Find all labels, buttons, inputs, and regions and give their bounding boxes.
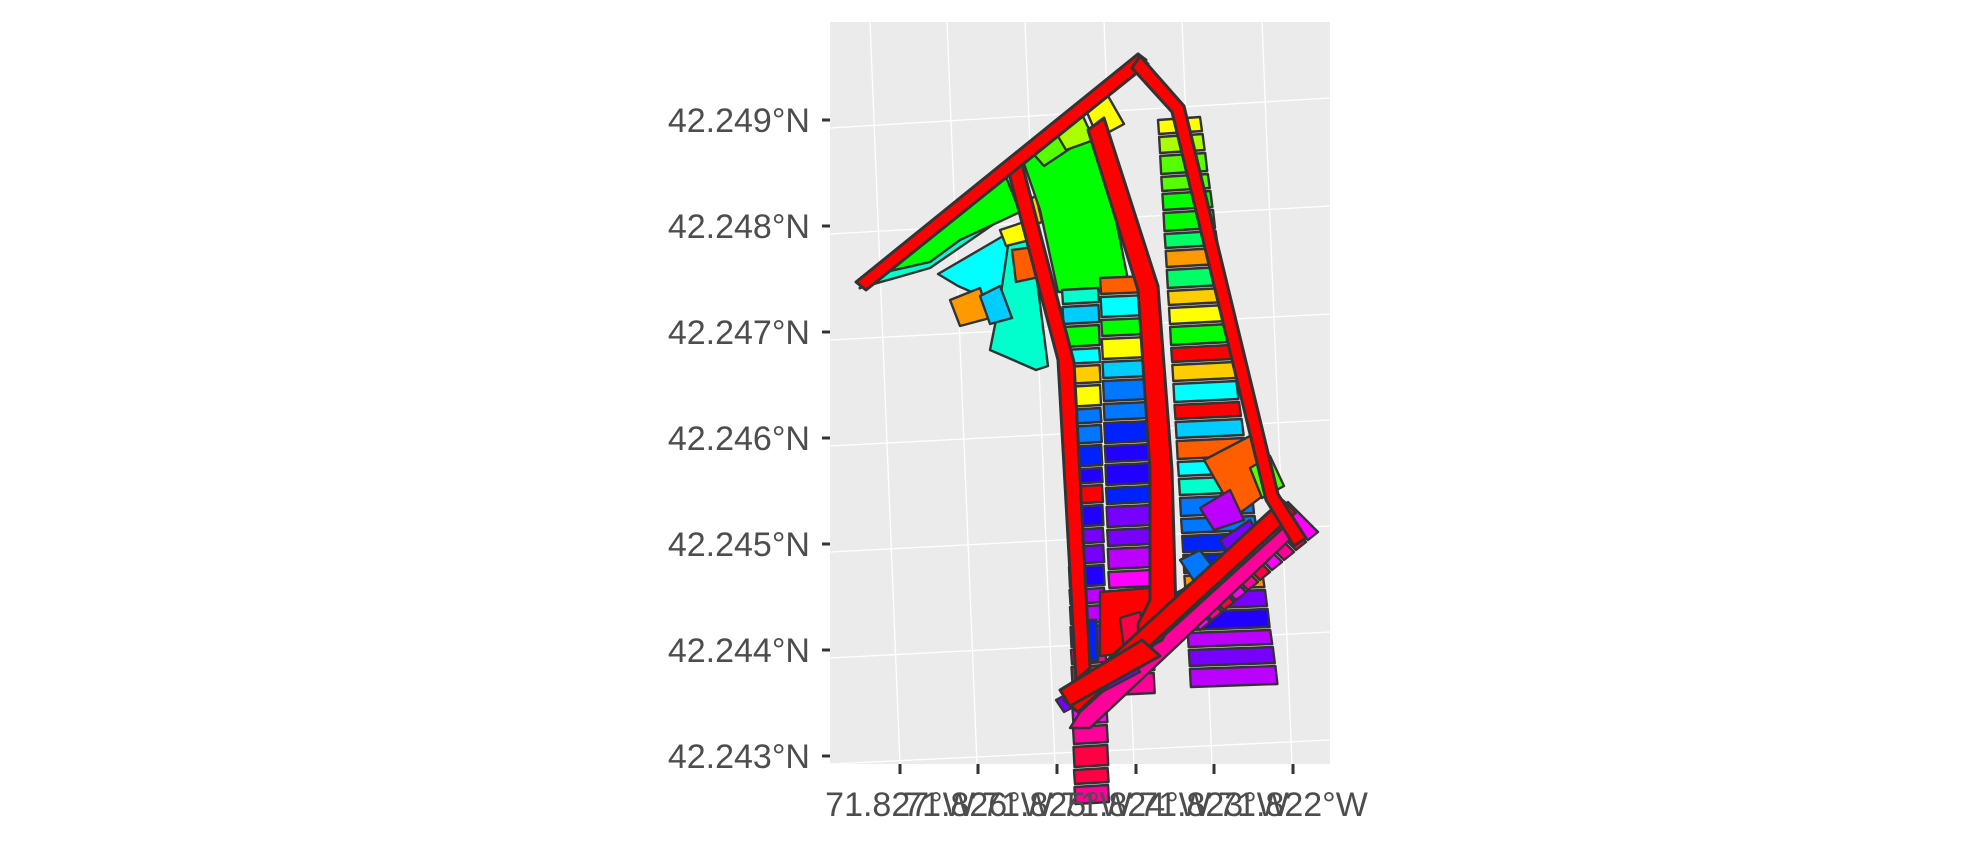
y-tick-label: 42.246°N <box>668 420 810 458</box>
parcel <box>1105 526 1154 548</box>
y-tick-label: 42.245°N <box>668 526 810 564</box>
parcel <box>1172 379 1240 404</box>
parcel <box>1103 442 1153 464</box>
parcel <box>1168 322 1232 347</box>
y-axis: 42.249°N 42.248°N 42.247°N 42.246°N 42.2… <box>668 102 830 776</box>
parcel <box>1104 461 1153 487</box>
parcel <box>1072 743 1110 769</box>
x-tick-label: 71.827°W <box>825 786 975 824</box>
y-tick-label: 42.249°N <box>668 102 810 140</box>
grid-line-lon <box>1261 21 1293 765</box>
road-south-link <box>1058 638 1162 708</box>
parcel <box>1174 417 1245 440</box>
parcel <box>1188 664 1279 689</box>
y-tick-label: 42.243°N <box>668 738 810 776</box>
parcel <box>1105 503 1154 529</box>
y-tick-label: 42.247°N <box>668 314 810 352</box>
x-tick-label: 71.824°W <box>1061 786 1211 824</box>
parcel <box>1102 400 1153 422</box>
parcel <box>1060 286 1101 306</box>
road-east-boundary <box>1130 54 1308 548</box>
parcel <box>1102 419 1153 445</box>
road-network <box>854 52 1308 714</box>
parcel <box>1071 723 1110 746</box>
parcel <box>1073 783 1111 806</box>
parcel <box>1106 545 1155 571</box>
parcel <box>1104 484 1154 506</box>
x-tick-label: 71.825°W <box>982 786 1132 824</box>
x-axis: 71.827°W 71.826°W 71.825°W 71.824°W 71.8… <box>825 764 1368 824</box>
x-tick-label: 71.826°W <box>903 786 1053 824</box>
parcel <box>1061 303 1101 326</box>
parcel <box>1187 645 1277 668</box>
grid-line-lon <box>869 21 901 765</box>
x-tick-label: 71.823°W <box>1139 786 1289 824</box>
grid-line-lon <box>946 21 978 765</box>
parcel <box>1169 343 1235 364</box>
parcel <box>1107 568 1155 590</box>
x-tick-label: 71.822°W <box>1218 786 1368 824</box>
parcel <box>1198 488 1246 532</box>
parcel <box>1173 400 1243 421</box>
parcel <box>978 284 1014 326</box>
parcel <box>1171 360 1238 383</box>
parcel <box>1072 766 1110 786</box>
y-tick-label: 42.244°N <box>668 632 810 670</box>
parcel <box>1186 628 1274 649</box>
y-tick-label: 42.248°N <box>668 208 810 246</box>
